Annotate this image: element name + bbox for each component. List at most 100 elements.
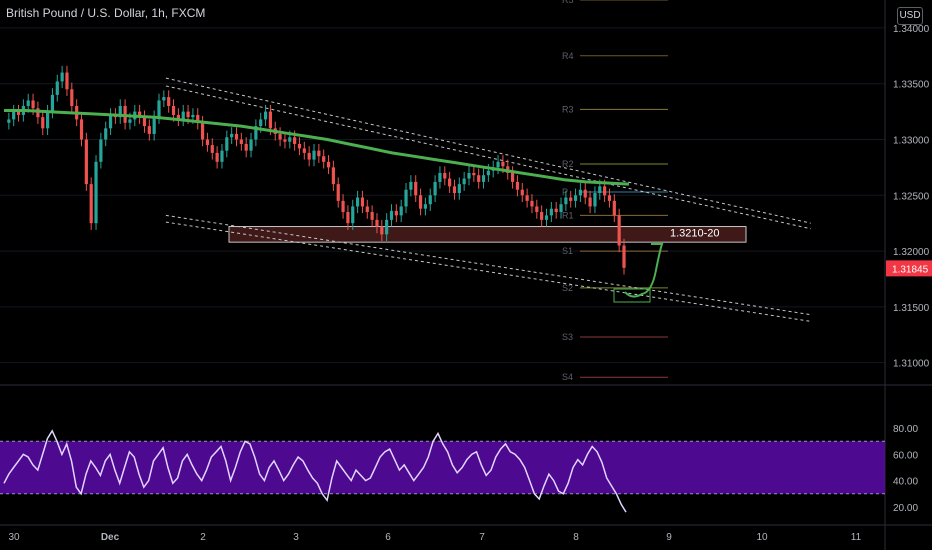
- candle-body: [370, 212, 374, 220]
- currency-button[interactable]: USD: [897, 7, 923, 25]
- candle-body: [389, 210, 394, 220]
- time-tick: Dec: [101, 532, 120, 543]
- candle-body: [360, 197, 365, 207]
- time-tick: 3: [293, 532, 299, 543]
- candle-body: [501, 161, 505, 167]
- candle-body: [326, 161, 331, 168]
- candle-body: [302, 148, 306, 153]
- candle-body: [142, 117, 147, 127]
- channel-line: [165, 85, 811, 230]
- price-axis: 1.34000 1.33500 1.33000 1.32500 1.32000 1.315…: [893, 24, 930, 370]
- candle-body: [438, 172, 442, 182]
- candle-body: [603, 186, 607, 196]
- candle-body: [249, 139, 253, 151]
- chart-title: British Pound / U.S. Dollar, 1h, FXCM: [6, 6, 206, 20]
- candle-body: [205, 139, 210, 146]
- candle-body: [569, 197, 573, 201]
- candle-body: [588, 197, 592, 207]
- candle-body: [607, 195, 612, 201]
- candle-body: [26, 100, 30, 107]
- pivot-label: S1: [562, 246, 573, 256]
- last-price-bg: [886, 260, 932, 277]
- candle-body: [544, 215, 549, 220]
- candle-body: [220, 150, 224, 162]
- candle-body: [375, 219, 379, 227]
- candle-body: [583, 189, 587, 198]
- candle-body: [230, 133, 234, 138]
- time-tick: 8: [573, 532, 579, 543]
- pivot-label: R4: [562, 51, 574, 61]
- candle-body: [414, 181, 418, 196]
- last-price-badge: 1.31845: [886, 260, 932, 277]
- candle-body: [118, 106, 122, 118]
- candle-body: [399, 206, 403, 216]
- candle-body: [7, 119, 11, 123]
- pivot-label: P: [562, 187, 568, 197]
- candle-body: [31, 100, 35, 109]
- candle-body: [191, 114, 195, 118]
- time-tick: 11: [851, 532, 862, 543]
- candle-body: [346, 212, 350, 224]
- candle-body: [210, 145, 214, 153]
- candle-body: [138, 111, 142, 118]
- candle-body: [443, 172, 447, 179]
- candle-body: [307, 152, 311, 160]
- candle-body: [448, 178, 452, 187]
- candle-body: [433, 181, 437, 196]
- candle-body: [215, 152, 219, 162]
- price-tick: 1.32500: [893, 191, 930, 202]
- candle-body: [423, 204, 428, 209]
- candle-body: [351, 206, 355, 224]
- candle-body: [293, 137, 297, 144]
- candle-body: [104, 128, 108, 140]
- candle-body: [94, 161, 98, 224]
- candle-body: [254, 126, 258, 140]
- candle-body: [12, 111, 16, 120]
- candle-body: [535, 206, 539, 213]
- candle-body: [578, 189, 583, 196]
- candles: [7, 65, 626, 275]
- candle-body: [186, 111, 190, 118]
- candle-body: [196, 114, 200, 123]
- candle-body: [622, 245, 626, 268]
- rsi-tick: 40.00: [893, 477, 918, 488]
- time-tick: 7: [479, 532, 485, 543]
- candle-body: [486, 170, 490, 176]
- candle-body: [297, 143, 302, 149]
- candle-body: [312, 150, 316, 160]
- pivot-label: S2: [562, 283, 573, 293]
- channel-line: [165, 77, 811, 224]
- support-zone: [228, 226, 747, 243]
- candle-body: [234, 133, 239, 140]
- candle-body: [331, 167, 335, 185]
- candle-body: [50, 94, 55, 112]
- candle-body: [593, 193, 597, 207]
- candle-body: [60, 72, 64, 82]
- pivot-label: S3: [562, 332, 573, 342]
- candle-body: [510, 172, 515, 182]
- candle-body: [496, 161, 500, 168]
- target-box: [613, 288, 651, 303]
- candle-body: [380, 226, 384, 235]
- candle-body: [167, 97, 171, 107]
- projection-path: [624, 243, 664, 298]
- candle-body: [481, 175, 486, 182]
- candle-body: [41, 117, 45, 129]
- candle-body: [462, 178, 466, 185]
- last-price-text: 1.31845: [892, 264, 929, 275]
- candle-body: [598, 186, 602, 194]
- candle-body: [452, 186, 457, 194]
- candle-body: [612, 200, 616, 216]
- rsi-line: [3, 429, 627, 513]
- candle-body: [79, 119, 84, 140]
- candle-body: [617, 215, 621, 246]
- candle-body: [70, 89, 74, 107]
- candle-body: [181, 111, 185, 120]
- candle-body: [171, 106, 176, 115]
- channel-line: [165, 221, 811, 322]
- pivot-label: R2: [562, 159, 574, 169]
- time-axis: 30Dec236789101113: [0, 524, 932, 543]
- candle-body: [428, 195, 432, 205]
